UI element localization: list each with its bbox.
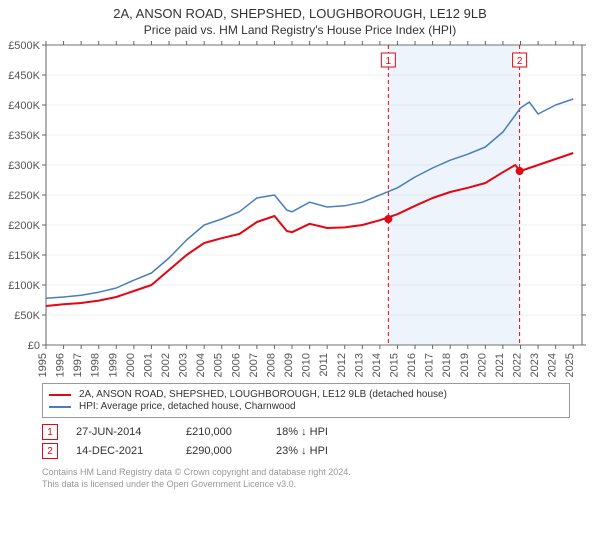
svg-text:£150K: £150K [8, 250, 40, 262]
legend-label: 2A, ANSON ROAD, SHEPSHED, LOUGHBOROUGH, … [79, 389, 447, 400]
legend-item: HPI: Average price, detached house, Char… [49, 401, 563, 412]
svg-text:2014: 2014 [371, 353, 383, 377]
svg-text:2010: 2010 [301, 353, 313, 377]
annotation-marker-box: 1 [42, 424, 58, 440]
annotation-pct: 18% ↓ HPI [276, 426, 376, 438]
svg-text:2021: 2021 [494, 353, 506, 377]
price-chart: £0 £50K £100K £150K £200K £250K £300K £350K £400… [0, 41, 600, 379]
svg-text:£50K: £50K [14, 310, 40, 322]
svg-text:2018: 2018 [441, 353, 453, 377]
svg-text:2020: 2020 [476, 353, 488, 377]
svg-text:1996: 1996 [55, 353, 67, 377]
svg-text:2019: 2019 [459, 353, 471, 377]
svg-text:2003: 2003 [178, 353, 190, 377]
annotation-price: £210,000 [186, 426, 276, 438]
svg-text:2013: 2013 [353, 353, 365, 377]
annotation-price: £290,000 [186, 445, 276, 457]
footer-attribution: Contains HM Land Registry data © Crown c… [42, 467, 570, 490]
svg-text:1997: 1997 [72, 353, 84, 377]
legend-label: HPI: Average price, detached house, Char… [79, 401, 296, 412]
svg-text:£450K: £450K [8, 70, 40, 82]
svg-text:£0: £0 [28, 340, 40, 352]
chart-subtitle: Price paid vs. HM Land Registry's House … [0, 21, 600, 41]
svg-text:2024: 2024 [547, 353, 559, 377]
legend-swatch [49, 394, 71, 396]
footer-line-2: This data is licensed under the Open Gov… [42, 479, 570, 491]
svg-text:2025: 2025 [564, 353, 576, 377]
svg-text:2: 2 [517, 56, 523, 67]
annotation-row: 1 27-JUN-2014£210,00018% ↓ HPI [42, 424, 570, 440]
svg-text:2009: 2009 [283, 353, 295, 377]
annotations-table: 1 27-JUN-2014£210,00018% ↓ HPI 2 14-DEC-202… [42, 424, 570, 459]
svg-text:£500K: £500K [8, 41, 40, 52]
svg-text:2002: 2002 [160, 353, 172, 377]
annotation-date: 27-JUN-2014 [76, 426, 186, 438]
svg-text:2004: 2004 [195, 353, 207, 377]
legend-swatch [49, 406, 71, 408]
svg-text:2007: 2007 [248, 353, 260, 377]
svg-text:2023: 2023 [529, 353, 541, 377]
svg-text:2008: 2008 [265, 353, 277, 377]
svg-text:2005: 2005 [213, 353, 225, 377]
svg-text:1995: 1995 [37, 353, 49, 377]
chart-title: 2A, ANSON ROAD, SHEPSHED, LOUGHBOROUGH, … [0, 0, 600, 21]
svg-text:£100K: £100K [8, 280, 40, 292]
svg-text:£250K: £250K [8, 190, 40, 202]
svg-text:2015: 2015 [388, 353, 400, 377]
svg-text:1: 1 [386, 56, 392, 67]
svg-text:2011: 2011 [318, 353, 330, 377]
svg-text:2000: 2000 [125, 353, 137, 377]
svg-text:2001: 2001 [142, 353, 154, 377]
annotation-date: 14-DEC-2021 [76, 445, 186, 457]
svg-text:£400K: £400K [8, 100, 40, 112]
annotation-pct: 23% ↓ HPI [276, 445, 376, 457]
legend-item: 2A, ANSON ROAD, SHEPSHED, LOUGHBOROUGH, … [49, 389, 563, 400]
svg-text:1999: 1999 [107, 353, 119, 377]
legend: 2A, ANSON ROAD, SHEPSHED, LOUGHBOROUGH, … [42, 383, 570, 418]
svg-text:2022: 2022 [511, 353, 523, 377]
svg-text:2016: 2016 [406, 353, 418, 377]
footer-line-1: Contains HM Land Registry data © Crown c… [42, 467, 570, 479]
svg-text:1998: 1998 [90, 353, 102, 377]
svg-text:£200K: £200K [8, 220, 40, 232]
svg-text:£300K: £300K [8, 160, 40, 172]
svg-text:2012: 2012 [336, 353, 348, 377]
svg-text:2006: 2006 [230, 353, 242, 377]
annotation-marker-box: 2 [42, 443, 58, 459]
annotation-row: 2 14-DEC-2021£290,00023% ↓ HPI [42, 443, 570, 459]
svg-text:2017: 2017 [424, 353, 436, 377]
svg-text:£350K: £350K [8, 130, 40, 142]
